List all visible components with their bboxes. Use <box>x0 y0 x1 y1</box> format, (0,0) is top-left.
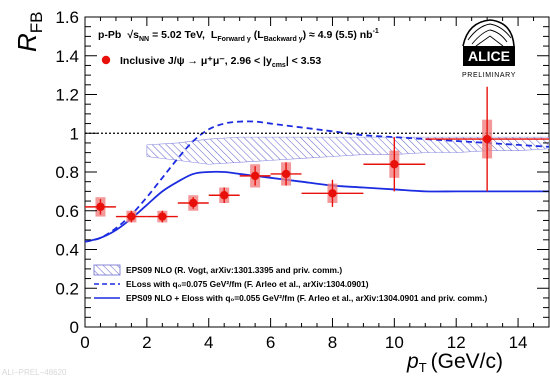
data-marker <box>189 198 198 208</box>
data-point <box>425 86 549 192</box>
data-marker <box>328 189 337 198</box>
y-tick-label: 0 <box>70 318 79 337</box>
collision-info: p-Pb √sNN = 5.02 TeV, LForward y (LBackward … <box>98 28 379 43</box>
x-tick-label: 8 <box>328 333 337 352</box>
figure-id-watermark: ALI−PREL−48620 <box>2 368 67 377</box>
data-point <box>177 195 209 211</box>
preliminary-label: PRELIMINARY <box>462 72 516 79</box>
y-tick-label: 1.4 <box>55 47 79 66</box>
data-point <box>115 210 147 223</box>
x-tick-label: 0 <box>80 333 89 352</box>
alice-logo-text: ALICE <box>468 48 510 64</box>
legend-entry-eps09: EPS09 NLO (R. Vogt, arXiv:1301.3395 and … <box>126 265 342 275</box>
y-tick-label: 1 <box>70 124 79 143</box>
eps09-band <box>146 136 549 165</box>
data-point <box>270 162 302 186</box>
eps09-eloss-curve-solid <box>85 170 549 243</box>
x-tick-label: 12 <box>447 333 466 352</box>
data-marker <box>281 169 291 179</box>
y-tick-label: 0.2 <box>55 279 79 298</box>
data-marker <box>482 134 492 144</box>
data-marker <box>158 212 167 221</box>
legend-entry-eps09-eloss: EPS09 NLO + Eloss with q₀=0.055 GeV²/fm … <box>126 293 487 303</box>
data-point <box>239 164 271 188</box>
eps09-band-area <box>146 136 549 165</box>
legend-swatch-band <box>93 264 121 276</box>
data-marker <box>220 191 229 200</box>
x-tick-label: 10 <box>385 333 404 352</box>
x-axis-title: pT (GeV/c) <box>406 350 503 375</box>
x-tick-label: 4 <box>204 333 213 352</box>
data-point <box>85 197 116 217</box>
data-point <box>146 210 178 223</box>
axis-ticks: 0 2 4 6 8 10 12 14 0 0.2 0.4 0.6 0.8 1 1.2 1.4 1.6 <box>55 8 550 352</box>
x-tick-label: 2 <box>142 333 151 352</box>
data-marker <box>127 212 136 221</box>
y-axis-title: RFB <box>12 11 46 52</box>
x-tick-label: 14 <box>509 333 528 352</box>
data-marker <box>250 171 260 181</box>
data-points <box>85 86 549 223</box>
data-series-label: Inclusive J/ψ → μ⁺μ⁻, 2.96 < |ycms| < 3.… <box>120 55 321 69</box>
data-marker <box>390 160 399 169</box>
y-tick-label: 1.2 <box>55 86 79 105</box>
y-tick-label: 1.6 <box>55 8 79 27</box>
data-point <box>208 187 240 203</box>
y-tick-label: 0.6 <box>55 202 79 221</box>
data-point <box>301 179 364 207</box>
alice-logo: ALICE PRELIMINARY <box>462 19 516 79</box>
legend-entry-eloss: ELoss with q₀=0.075 GeV²/fm (F. Arleo et… <box>126 279 369 289</box>
legend: EPS09 NLO (R. Vogt, arXiv:1301.3395 and … <box>93 264 487 303</box>
data-legend-marker <box>101 55 111 65</box>
x-tick-label: 6 <box>266 333 275 352</box>
data-marker <box>96 202 105 212</box>
y-tick-label: 0.4 <box>55 241 79 260</box>
y-tick-label: 0.8 <box>55 163 79 182</box>
data-point <box>363 137 426 192</box>
